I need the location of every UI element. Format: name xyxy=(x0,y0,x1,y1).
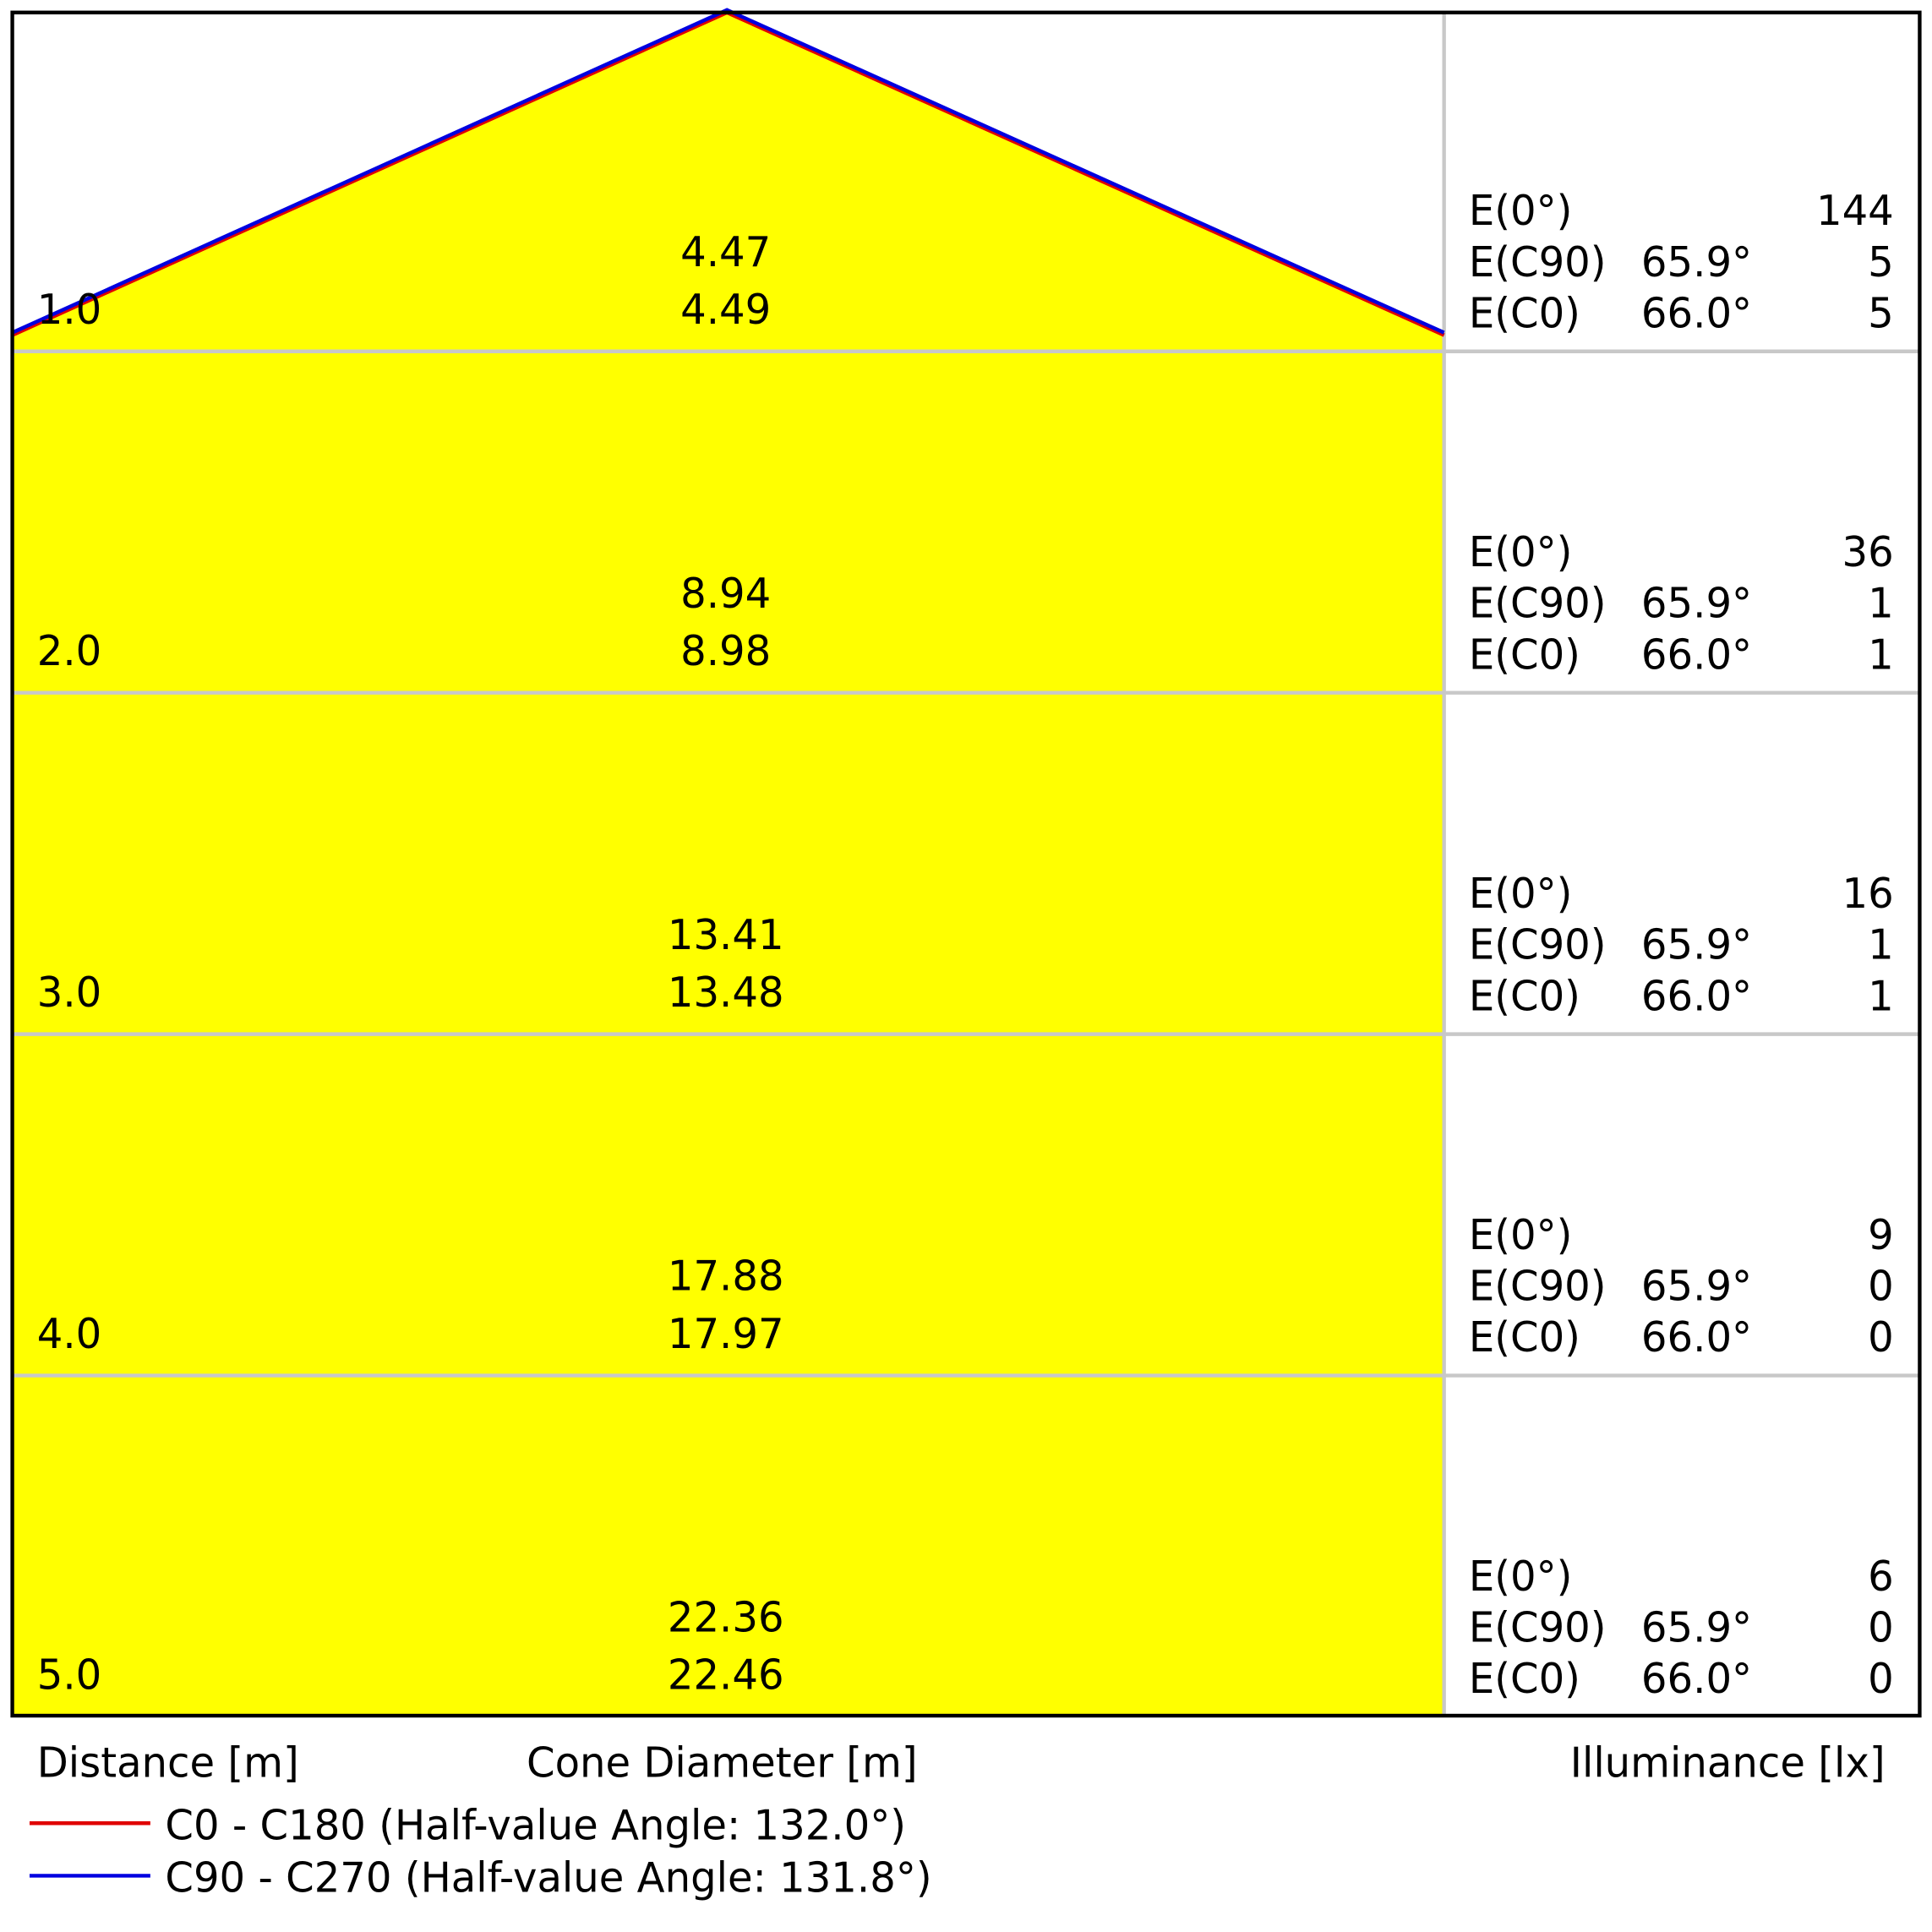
illuminance-label: E(C0) xyxy=(1469,631,1580,679)
illuminance-value: 36 xyxy=(1842,529,1894,576)
illuminance-label: E(C90) xyxy=(1469,1263,1607,1310)
illuminance-value: 0 xyxy=(1868,1263,1894,1310)
angle: 66.0° xyxy=(1641,290,1752,337)
illuminance-label: E(C0) xyxy=(1469,1314,1580,1362)
illuminance-value: 5 xyxy=(1868,238,1894,286)
illuminance-value: 16 xyxy=(1842,870,1894,918)
cone-diameter: 13.48 xyxy=(668,969,784,1017)
distance: 3.0 xyxy=(37,969,102,1017)
illuminance-label: E(0°) xyxy=(1469,188,1573,235)
illuminance-value: 144 xyxy=(1816,188,1894,235)
grid xyxy=(12,12,1920,1716)
cone-diameter: 4.47 xyxy=(680,229,771,276)
distance: 1.0 xyxy=(37,287,102,334)
distance-label: Distance [m] xyxy=(37,1739,299,1787)
frame xyxy=(10,10,1922,1718)
illuminance-label: E(0°) xyxy=(1469,1212,1573,1259)
cone-diameter: 8.98 xyxy=(680,628,771,675)
angle: 65.9° xyxy=(1641,1604,1752,1651)
illuminance-value: 1 xyxy=(1868,973,1894,1020)
illuminance-label: E(0°) xyxy=(1469,870,1573,918)
distance: 2.0 xyxy=(37,628,102,675)
legend-label: C90 - C270 (Half-value Angle: 131.8°) xyxy=(165,1854,931,1902)
c90-line xyxy=(11,8,1445,335)
illuminance-label: E(C0) xyxy=(1469,290,1580,337)
cone-diameter: 17.97 xyxy=(668,1310,784,1357)
illuminance-label: E(C0) xyxy=(1469,1656,1580,1703)
illuminance-value: 1 xyxy=(1868,921,1894,969)
cone-diameter: 4.49 xyxy=(680,287,771,334)
cone-diameter: 22.36 xyxy=(668,1594,784,1641)
cone-area xyxy=(12,12,1444,1716)
angle: 65.9° xyxy=(1641,580,1752,627)
illuminance-value: 1 xyxy=(1868,631,1894,679)
cone-diameter: 8.94 xyxy=(680,570,771,618)
illuminance-label: E(C90) xyxy=(1469,238,1607,286)
distance: 4.0 xyxy=(37,1310,102,1357)
distance: 5.0 xyxy=(37,1651,102,1699)
angle: 65.9° xyxy=(1641,1263,1752,1310)
illuminance-label: Illuminance [lx] xyxy=(1570,1739,1886,1787)
illuminance-value: 6 xyxy=(1868,1553,1894,1601)
illuminance-label: E(0°) xyxy=(1469,529,1573,576)
angle: 65.9° xyxy=(1641,921,1752,969)
illuminance-value: 1 xyxy=(1868,580,1894,627)
cone-diameter: 22.46 xyxy=(668,1651,784,1699)
angle: 66.0° xyxy=(1641,631,1752,679)
illuminance-value: 0 xyxy=(1868,1314,1894,1362)
cone-diameter: 17.88 xyxy=(668,1253,784,1300)
illuminance-value: 5 xyxy=(1868,290,1894,337)
illuminance-value: 0 xyxy=(1868,1604,1894,1651)
illuminance-value: 0 xyxy=(1868,1656,1894,1703)
illuminance-label: E(C0) xyxy=(1469,973,1580,1020)
legend-label: C0 - C180 (Half-value Angle: 132.0°) xyxy=(165,1802,906,1849)
cone-diameter: 13.41 xyxy=(668,911,784,958)
cone-label: Cone Diameter [m] xyxy=(527,1739,918,1787)
illuminance-label: E(0°) xyxy=(1469,1553,1573,1601)
angle: 66.0° xyxy=(1641,973,1752,1020)
illuminance-label: E(C90) xyxy=(1469,580,1607,627)
angle: 66.0° xyxy=(1641,1314,1752,1362)
illuminance-label: E(C90) xyxy=(1469,921,1607,969)
illuminance-label: E(C90) xyxy=(1469,1604,1607,1651)
angle: 65.9° xyxy=(1641,238,1752,286)
illuminance-value: 9 xyxy=(1868,1212,1894,1259)
angle: 66.0° xyxy=(1641,1656,1752,1703)
